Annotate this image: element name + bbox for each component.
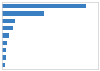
Bar: [2, 19, 15, 23]
Bar: [2, 11, 44, 16]
Bar: [2, 48, 6, 52]
Bar: [2, 41, 7, 45]
Bar: [2, 63, 5, 67]
Bar: [2, 33, 9, 38]
Bar: [2, 55, 6, 60]
Bar: [2, 26, 13, 30]
Bar: [2, 4, 86, 8]
